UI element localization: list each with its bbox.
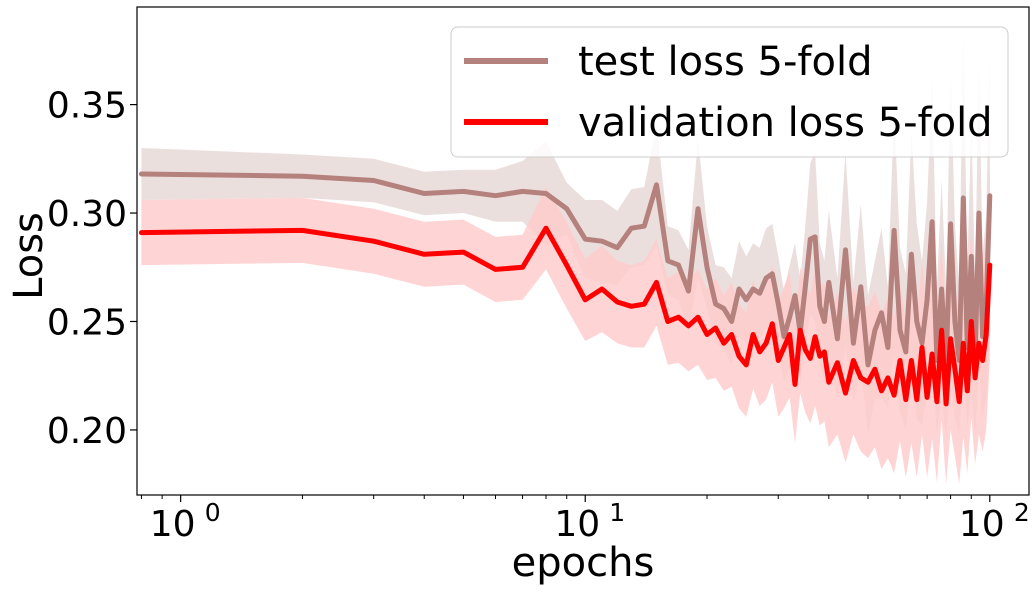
x-axis-label: epochs [512,540,655,586]
legend-box [450,26,1009,158]
confidence-bands [141,30,990,485]
x-tick-label-2: 10 [959,504,1005,545]
y-tick-label-3: 0.35 [47,86,127,127]
y-axis-label: Loss [6,212,52,300]
confidence-band-1 [141,169,990,485]
y-tick-label-2: 0.30 [47,194,127,235]
series-lines [138,171,993,407]
legend: test loss 5-fold validation loss 5-fold [450,26,1009,158]
y-tick-label-1: 0.25 [47,302,127,343]
y-tick-label-0: 0.20 [47,411,127,452]
legend-label-test-loss: test loss 5-fold [578,39,872,85]
series-line-1 [138,225,993,407]
x-tick-exponent-1: 1 [609,498,625,527]
plot-frame [136,6,1030,496]
x-tick-label-0: 10 [150,504,196,545]
series-line-0 [138,171,993,368]
axis-ticks: 10 0 10 1 10 2 0.20 0.25 0.30 0.35 [47,86,1030,545]
legend-label-validation-loss: validation loss 5-fold [578,100,993,146]
x-tick-exponent-2: 2 [1014,498,1030,527]
x-tick-exponent-0: 0 [205,498,221,527]
x-tick-label-1: 10 [554,504,600,545]
